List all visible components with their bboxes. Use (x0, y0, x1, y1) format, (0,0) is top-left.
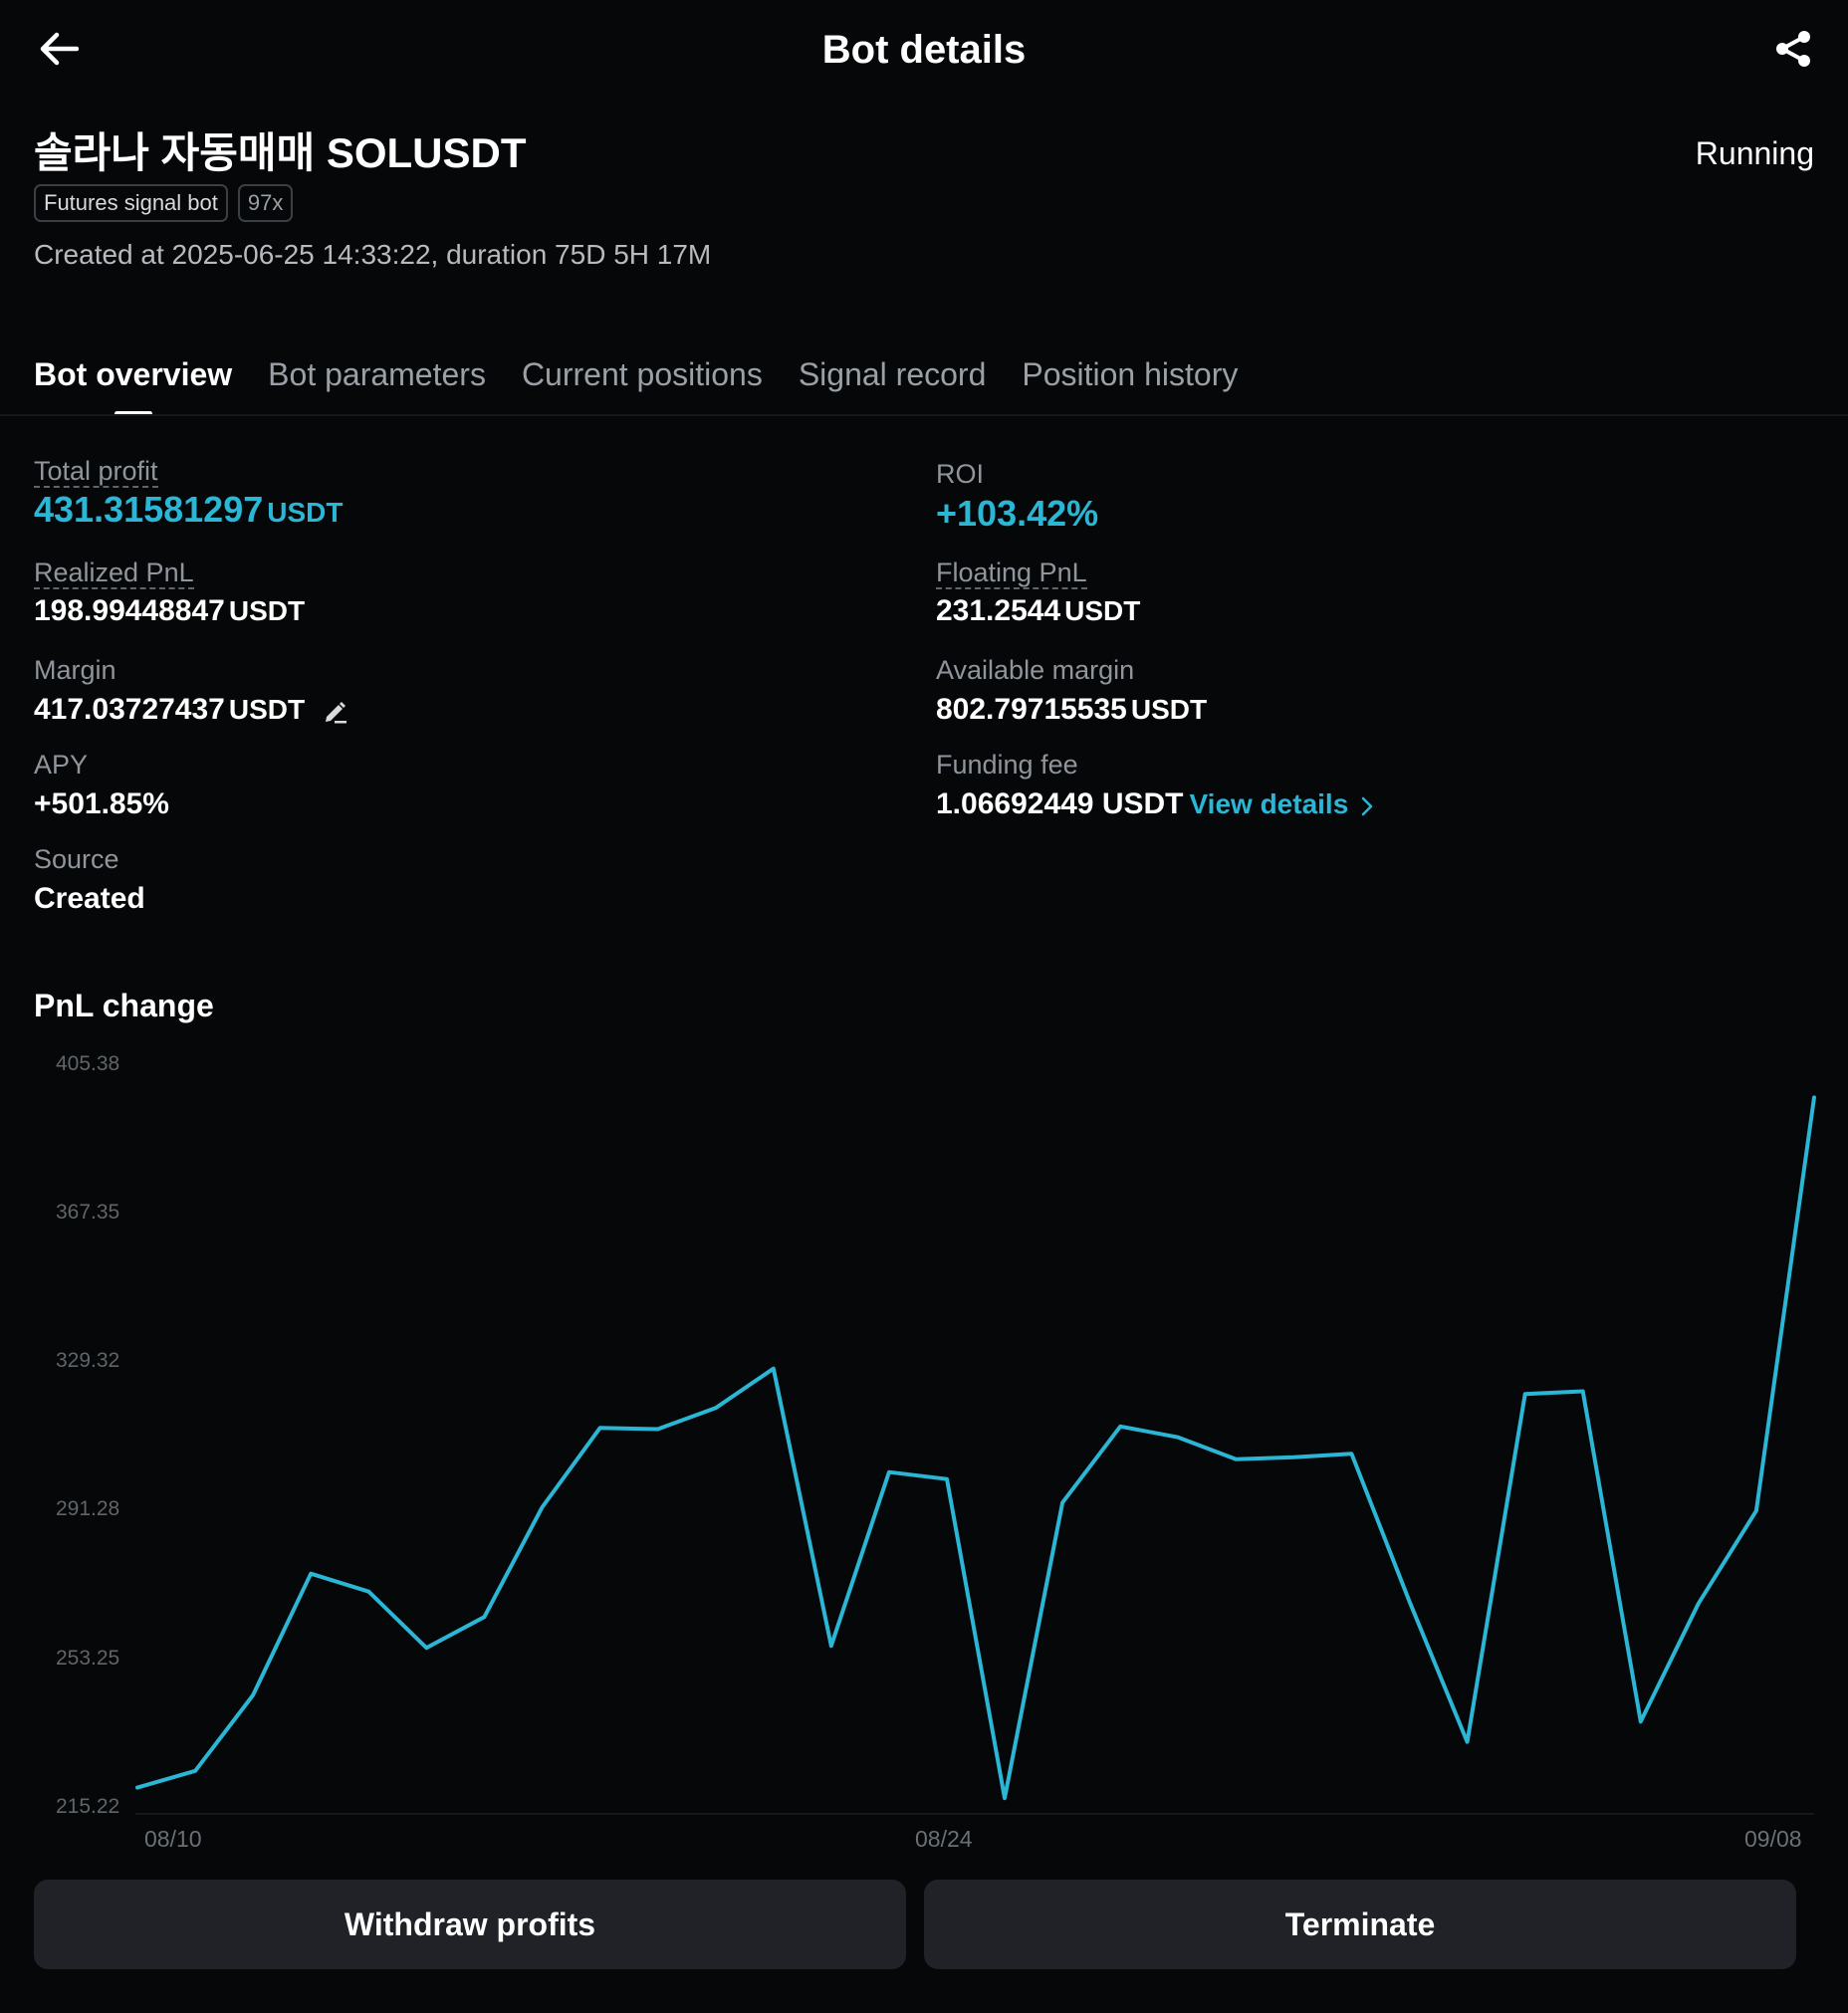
margin-amount: 417.03727437 (34, 693, 225, 726)
page-title: Bot details (821, 28, 1027, 72)
funding-fee-amount: 1.06692449 USDT (936, 787, 1184, 820)
y-tick-label: 329.32 (56, 1349, 119, 1372)
funding-fee-value: 1.06692449 USDT View details (936, 784, 1374, 824)
floating-pnl-value: 231.2544 USDT (936, 591, 1140, 631)
tab-divider (0, 414, 1848, 416)
share-button[interactable] (1762, 18, 1824, 80)
leverage-tag: 97x (237, 184, 294, 222)
realized-pnl-value: 198.99448847 USDT (34, 591, 305, 631)
stat-source: Source Created (34, 841, 145, 919)
x-tick-label: 08/24 (915, 1826, 973, 1852)
available-margin-unit: USDT (1130, 694, 1208, 725)
floating-pnl-label[interactable]: Floating PnL (936, 558, 1087, 589)
stat-margin: Margin 417.03727437 USDT (34, 652, 348, 730)
apy-value: +501.85% (34, 787, 169, 820)
pnl-chart: 405.38 367.35 329.32 291.28 253.25 215.2… (56, 1052, 1816, 1852)
stat-floating-pnl: Floating PnL 231.2544 USDT (936, 558, 1140, 631)
chevron-right-icon (1361, 796, 1373, 815)
realized-pnl-label[interactable]: Realized PnL (34, 558, 194, 589)
tab-bot-overview[interactable]: Bot overview (34, 352, 232, 396)
realized-pnl-unit: USDT (228, 595, 306, 626)
stat-funding-fee: Funding fee 1.06692449 USDT View details (936, 747, 1374, 824)
terminate-button[interactable]: Terminate (924, 1880, 1796, 1969)
tab-position-history[interactable]: Position history (1022, 356, 1239, 392)
stat-realized-pnl: Realized PnL 198.99448847 USDT (34, 558, 305, 631)
available-margin-value: 802.79715535 USDT (936, 690, 1207, 730)
bot-type-tag: Futures signal bot (34, 184, 228, 222)
tab-bar: Bot overview Bot parameters Current posi… (34, 352, 1238, 396)
edit-icon[interactable] (323, 698, 348, 724)
view-details-label: View details (1189, 788, 1349, 819)
back-button[interactable] (28, 18, 90, 80)
y-tick-label: 215.22 (56, 1795, 119, 1818)
roi-value: +103.42% (936, 493, 1099, 534)
arrow-left-icon (40, 32, 79, 66)
total-profit-label[interactable]: Total profit (34, 456, 158, 488)
withdraw-profits-button[interactable]: Withdraw profits (34, 1880, 906, 1969)
floating-pnl-amount: 231.2544 (936, 594, 1061, 627)
total-profit-value: 431.31581297 USDT (34, 490, 343, 533)
pnl-chart-title: PnL change (34, 988, 214, 1023)
floating-pnl-unit: USDT (1064, 595, 1141, 626)
y-tick-label: 291.28 (56, 1497, 119, 1520)
x-tick-label: 09/08 (1744, 1826, 1802, 1852)
created-info: Created at 2025-06-25 14:33:22, duration… (34, 239, 712, 270)
share-icon (1776, 31, 1810, 67)
tab-signal-record[interactable]: Signal record (798, 356, 987, 392)
stat-roi: ROI +103.42% (936, 456, 1098, 534)
y-tick-label: 253.25 (56, 1647, 119, 1670)
margin-value: 417.03727437 USDT (34, 690, 348, 730)
source-value: Created (34, 882, 145, 915)
margin-unit: USDT (228, 694, 306, 725)
total-profit-unit: USDT (267, 497, 344, 528)
source-label: Source (34, 844, 119, 874)
tab-bot-parameters[interactable]: Bot parameters (268, 356, 486, 392)
tab-current-positions[interactable]: Current positions (521, 356, 763, 392)
apy-label: APY (34, 750, 89, 780)
view-details-link[interactable]: View details (1190, 788, 1375, 819)
funding-fee-label: Funding fee (936, 750, 1078, 780)
margin-label: Margin (34, 655, 116, 685)
available-margin-amount: 802.79715535 (936, 693, 1127, 726)
bot-tags: Futures signal bot 97x (34, 184, 294, 222)
stat-total-profit: Total profit 431.31581297 USDT (34, 456, 343, 533)
stat-apy: APY +501.85% (34, 747, 169, 824)
y-tick-label: 405.38 (56, 1052, 119, 1075)
x-tick-label: 08/10 (144, 1826, 202, 1852)
y-tick-label: 367.35 (56, 1201, 119, 1224)
bot-name: 솔라나 자동매매 SOLUSDT (34, 129, 527, 176)
roi-label: ROI (936, 459, 985, 489)
status-badge: Running (1695, 135, 1814, 171)
available-margin-label: Available margin (936, 655, 1135, 685)
total-profit-amount: 431.31581297 (34, 489, 264, 530)
stat-available-margin: Available margin 802.79715535 USDT (936, 652, 1207, 730)
pnl-series-line (135, 1095, 1816, 1801)
realized-pnl-amount: 198.99448847 (34, 594, 225, 627)
